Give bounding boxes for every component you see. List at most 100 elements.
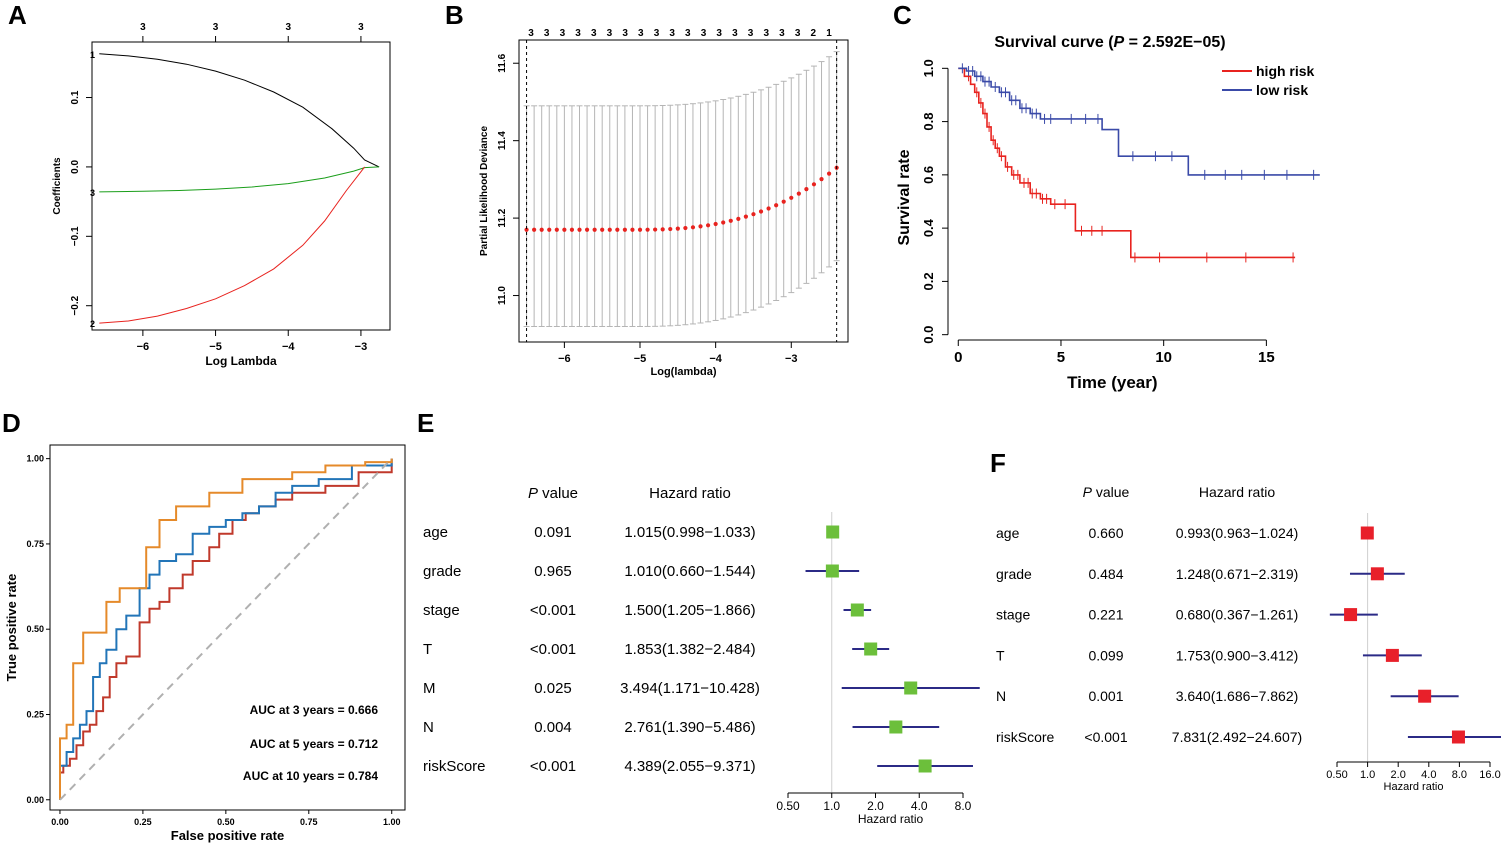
panel-e-univariate-forest: P value Hazard ratio age 0.091 1.015(0.998−1…	[423, 485, 980, 826]
mean-deviance-point	[826, 171, 832, 176]
hr-axis-tick-label: 8.0	[955, 799, 972, 813]
panel-a-lasso-coefficients: −6 −5 −4 −3 3 3 3 3 −0.2 −0.1 0.0 0.1 1 3 2 Log Lambda C…	[52, 22, 391, 368]
row-label: T	[423, 641, 432, 658]
row-label: M	[423, 680, 436, 697]
mean-deviance-point	[796, 191, 801, 196]
x-tick-label: 15	[1258, 349, 1275, 366]
auc-annotation: AUC at 10 years = 0.784	[243, 769, 378, 783]
panel-label: C	[893, 0, 912, 30]
mean-deviance-point	[743, 214, 748, 219]
mean-deviance-point	[819, 177, 824, 182]
y-tick-label: 0.25	[26, 709, 44, 719]
mean-deviance-point	[584, 227, 590, 232]
y-axis-label: True positive rate	[4, 574, 19, 682]
mean-deviance-point	[637, 227, 643, 232]
hazard-ratio-marker	[1385, 648, 1399, 662]
top-tick-label: 3	[701, 28, 707, 39]
row-label: stage	[423, 602, 460, 619]
x-axis-label: Log(lambda)	[651, 366, 717, 378]
hazard-ratio-marker	[864, 642, 878, 656]
mean-deviance-point	[554, 227, 559, 232]
top-tick-label: 3	[528, 28, 534, 39]
mean-deviance-point	[577, 227, 582, 232]
y-tick-label: −0.1	[70, 226, 81, 246]
row-hazard-ratio: 3.640(1.686−7.862)	[1176, 688, 1299, 704]
km-curve-low-risk	[958, 67, 1320, 176]
x-tick-label: 0.25	[134, 817, 152, 827]
top-tick-label: 3	[763, 28, 769, 39]
row-hazard-ratio: 1.248(0.671−2.319)	[1176, 566, 1299, 582]
x-tick-label: −6	[137, 341, 150, 353]
mean-deviance-point	[630, 227, 635, 232]
row-hazard-ratio: 1.853(1.382−2.484)	[624, 641, 755, 658]
row-label: age	[423, 524, 448, 541]
hazard-ratio-marker	[1451, 730, 1465, 744]
top-tick-label: 3	[638, 28, 644, 39]
top-tick-label: 3	[748, 28, 754, 39]
top-tick-label: 2	[811, 28, 817, 39]
top-tick-label: 3	[213, 22, 219, 33]
row-hazard-ratio: 0.993(0.963−1.024)	[1176, 525, 1299, 541]
plot-frame	[518, 39, 849, 343]
y-tick-label: 0.75	[26, 539, 44, 549]
hazard-ratio-marker	[1360, 526, 1374, 540]
hazard-ratio-marker	[1418, 689, 1432, 703]
row-p-value: 0.091	[534, 524, 572, 541]
column-header-hr: Hazard ratio	[1199, 484, 1275, 500]
hr-axis-label: Hazard ratio	[858, 812, 924, 826]
row-label: grade	[996, 566, 1032, 582]
y-tick-label: 0.4	[921, 218, 936, 237]
y-tick-label: 0.0	[70, 160, 81, 174]
x-axis-label: Log Lambda	[205, 354, 277, 368]
mean-deviance-point	[811, 182, 817, 187]
row-hazard-ratio: 2.761(1.390−5.486)	[624, 719, 755, 736]
row-label: riskScore	[423, 758, 486, 775]
column-header-p: P value	[1083, 484, 1130, 500]
mean-deviance-point	[774, 203, 779, 208]
top-tick-label: 3	[358, 22, 364, 33]
mean-deviance-point	[615, 227, 620, 232]
top-tick-label: 3	[779, 28, 785, 39]
column-header-hr: Hazard ratio	[649, 485, 731, 502]
hazard-ratio-marker	[1370, 567, 1384, 581]
mean-deviance-point	[532, 227, 537, 232]
x-tick-label: −3	[355, 341, 368, 353]
top-tick-label: 3	[795, 28, 801, 39]
x-tick-label: −4	[709, 353, 722, 365]
hazard-ratio-marker	[826, 525, 840, 539]
reference-diagonal	[59, 457, 393, 801]
hr-axis-tick-label: 4.0	[911, 799, 928, 813]
top-tick-label: 3	[544, 28, 550, 39]
hazard-ratio-marker	[1344, 608, 1358, 622]
x-tick-label: 5	[1057, 349, 1065, 366]
mean-deviance-point	[698, 224, 703, 229]
y-tick-label: 0.8	[921, 113, 936, 131]
mean-deviance-point	[569, 227, 575, 232]
mean-deviance-point	[683, 225, 688, 231]
y-tick-label: −0.2	[70, 295, 81, 315]
row-p-value: <0.001	[530, 758, 576, 775]
row-label: N	[423, 719, 434, 736]
column-header-p-italic: P	[1083, 484, 1093, 500]
legend-label: high risk	[1256, 63, 1315, 79]
row-label: riskScore	[996, 729, 1055, 745]
x-tick-label: 10	[1155, 349, 1172, 366]
panel-b-cv-deviance: −6 −5 −4 −311.011.211.411.63 3 3 3 3 3 3 3 3 3 3 3 3 3 3 3…	[479, 28, 849, 378]
row-p-value: 0.004	[534, 719, 572, 736]
y-tick-label: 11.6	[497, 53, 508, 72]
coef-path-label: 2	[90, 319, 95, 329]
roc-curve	[59, 458, 393, 800]
y-tick-label: 0.1	[70, 90, 81, 104]
roc-curve	[59, 458, 393, 800]
mean-deviance-point	[804, 187, 809, 192]
column-header-p-italic: P	[528, 485, 538, 502]
x-tick-label: 0.50	[217, 817, 235, 827]
panel-label: D	[2, 408, 21, 438]
row-p-value: 0.001	[1088, 688, 1123, 704]
mean-deviance-point	[766, 206, 771, 211]
mean-deviance-point	[758, 209, 764, 214]
x-axis-label: Time (year)	[1067, 373, 1157, 392]
row-p-value: 0.965	[534, 563, 572, 580]
row-hazard-ratio: 1.010(0.660−1.544)	[624, 563, 755, 580]
